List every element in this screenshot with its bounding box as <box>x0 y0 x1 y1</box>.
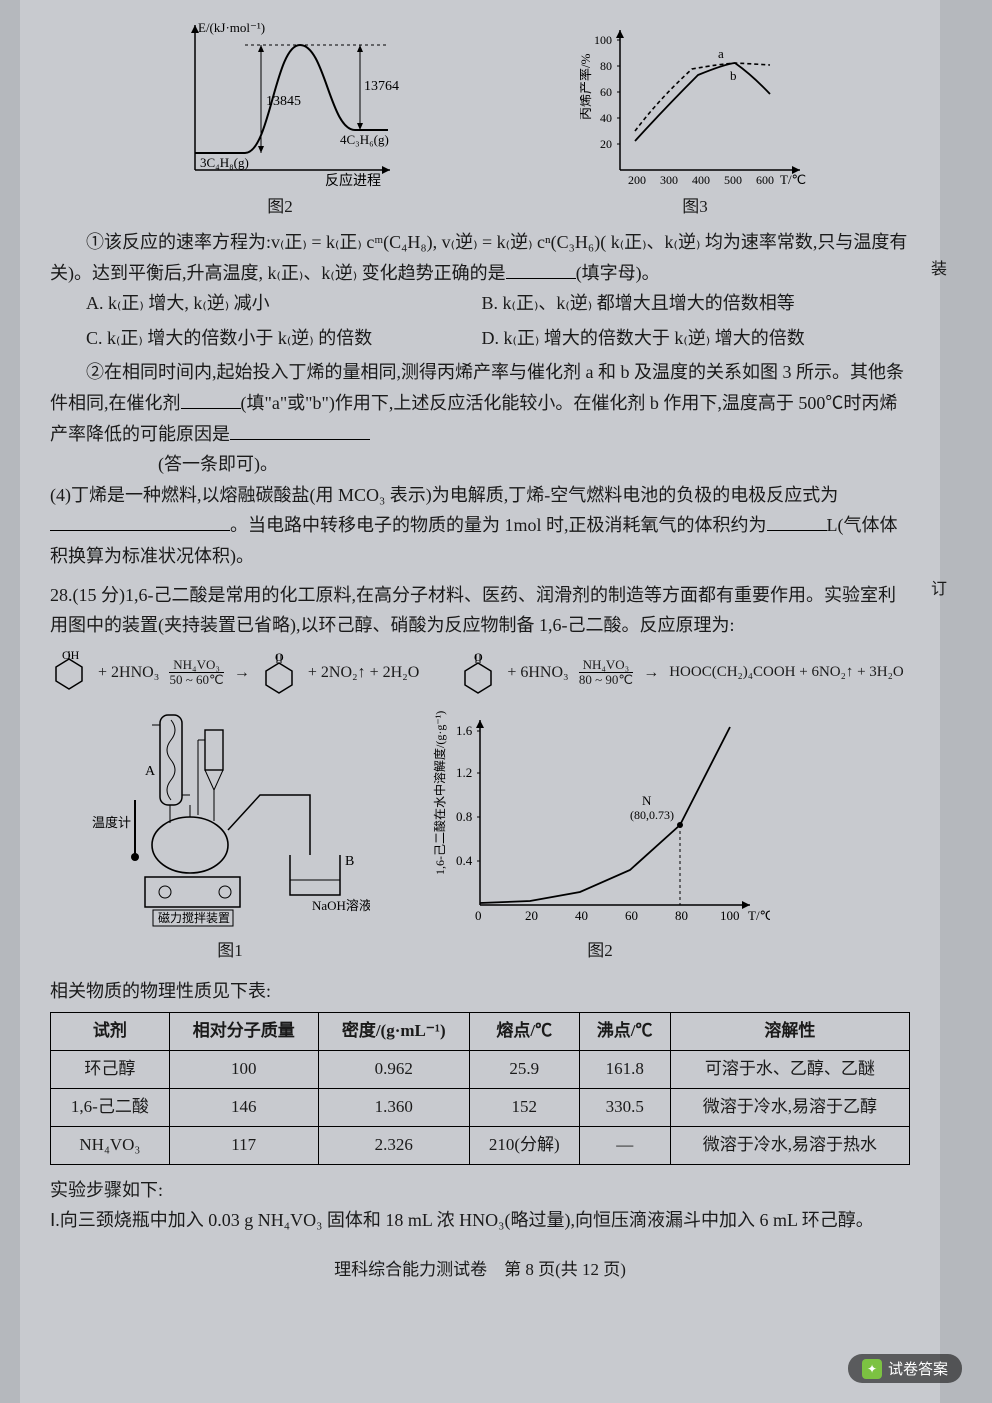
solubility-chart-svg: 0 20 40 60 80 100 0.4 0.8 1.2 1.6 T/℃ 1 <box>430 705 770 935</box>
svg-text:B: B <box>345 854 354 869</box>
figure-row-top: E/(kJ·mol⁻¹) 13845 13764 3C₄H₈(g) 4C₃H₆(… <box>50 20 910 217</box>
q28-header: 28.(15 分)1,6-己二酸是常用的化工原料,在高分子材料、医药、润滑剂的制… <box>50 580 910 641</box>
yield-chart-svg: 20 40 60 80 100 200 300 400 500 600 T/℃ … <box>580 20 810 190</box>
fig1-caption: 图1 <box>90 937 370 966</box>
svg-text:40: 40 <box>600 111 612 125</box>
x-ticks: 200 300 400 500 600 <box>628 173 774 187</box>
q4-text: (4)丁烯是一种燃料,以熔融碳酸盐(用 MCO₃ 表示)为电解质,丁烯-空气燃料… <box>50 480 910 572</box>
svg-text:O: O <box>275 651 284 664</box>
svg-text:1.6: 1.6 <box>456 723 473 738</box>
exam-page: E/(kJ·mol⁻¹) 13845 13764 3C₄H₈(g) 4C₃H₆(… <box>20 0 940 1403</box>
table-row: 环己醇1000.96225.9161.8可溶于水、乙醇、乙醚 <box>51 1051 910 1089</box>
wechat-icon: ✦ <box>862 1359 882 1379</box>
series-b <box>635 63 770 141</box>
y-axis-label: E/(kJ·mol⁻¹) <box>198 20 265 35</box>
svg-text:100: 100 <box>594 33 612 47</box>
table-title: 相关物质的物理性质见下表: <box>50 976 910 1007</box>
svg-text:20: 20 <box>525 908 538 923</box>
col-sol: 溶解性 <box>670 1013 909 1051</box>
col-mw: 相对分子质量 <box>169 1013 318 1051</box>
svg-text:0.4: 0.4 <box>456 853 473 868</box>
svg-text:100: 100 <box>720 908 740 923</box>
table-header-row: 试剂 相对分子质量 密度/(g·mL⁻¹) 熔点/℃ 沸点/℃ 溶解性 <box>51 1013 910 1051</box>
fig3-caption: 图3 <box>580 192 810 217</box>
fig2-caption: 图2 <box>160 192 400 217</box>
col-density: 密度/(g·mL⁻¹) <box>318 1013 469 1051</box>
wechat-watermark: ✦ 试卷答案 <box>848 1354 962 1383</box>
svg-text:400: 400 <box>692 173 710 187</box>
watermark-text: 试卷答案 <box>888 1358 948 1379</box>
option-B: B. k₍正₎、k₍逆₎ 都增大且增大的倍数相等 <box>482 288 878 319</box>
right-energy: 13764 <box>364 79 399 94</box>
apparatus-svg: 温度计 A B NaOH溶液 磁力搅拌装置 <box>90 705 370 935</box>
steps-header: 实验步骤如下: <box>50 1175 910 1206</box>
svg-text:80: 80 <box>675 908 688 923</box>
product-label: 4C₃H₆(g) <box>340 132 389 147</box>
svg-text:80: 80 <box>600 59 612 73</box>
reactant-label: 3C₄H₈(g) <box>200 155 249 170</box>
svg-text:(80,0.73): (80,0.73) <box>630 808 674 822</box>
binding-mark-top: 装 <box>924 260 948 276</box>
y-axis-label-3: 丙烯产率/% <box>580 53 593 120</box>
svg-text:40: 40 <box>575 908 588 923</box>
energy-diagram-svg: E/(kJ·mol⁻¹) 13845 13764 3C₄H₈(g) 4C₃H₆(… <box>160 20 400 190</box>
svg-text:300: 300 <box>660 173 678 187</box>
option-C: C. k₍正₎ 增大的倍数小于 k₍逆₎ 的倍数 <box>86 323 482 354</box>
svg-text:20: 20 <box>600 137 612 151</box>
left-energy: 13845 <box>266 94 301 109</box>
figure-1-apparatus: 温度计 A B NaOH溶液 磁力搅拌装置 图1 <box>90 705 370 966</box>
reaction-1: OH + 2HNO₃ NH₄VO₃ 50 ~ 60℃ → O + 2NO₂↑ +… <box>50 651 910 695</box>
svg-text:b: b <box>730 68 737 83</box>
x-axis-label: 反应进程 <box>325 172 381 189</box>
cyclohexanone-icon-2: O <box>459 651 497 695</box>
svg-text:T/℃: T/℃ <box>748 908 770 923</box>
svg-text:O: O <box>474 651 483 664</box>
svg-text:500: 500 <box>724 173 742 187</box>
figure-2-solubility: 0 20 40 60 80 100 0.4 0.8 1.2 1.6 T/℃ 1 <box>430 705 770 966</box>
svg-text:60: 60 <box>600 85 612 99</box>
svg-text:1.2: 1.2 <box>456 765 472 780</box>
binding-mark-bottom: 订 <box>924 580 948 596</box>
q1-options: A. k₍正₎ 增大, k₍逆₎ 减小 B. k₍正₎、k₍逆₎ 都增大且增大的… <box>86 288 910 357</box>
svg-text:温度计: 温度计 <box>92 815 131 830</box>
page-footer: 理科综合能力测试卷 第 8 页(共 12 页) <box>50 1256 910 1285</box>
step-1: Ⅰ.向三颈烧瓶中加入 0.03 g NH₄VO₃ 固体和 18 mL 浓 HNO… <box>50 1205 910 1236</box>
x-axis-label-3: T/℃ <box>780 172 806 187</box>
sol-xticks: 0 20 40 60 80 100 <box>475 908 740 923</box>
col-mp: 熔点/℃ <box>469 1013 579 1051</box>
table-row: 1,6-己二酸1461.360152330.5微溶于冷水,易溶于乙醇 <box>51 1088 910 1126</box>
svg-text:磁力搅拌装置: 磁力搅拌装置 <box>158 910 230 925</box>
svg-text:N: N <box>642 793 652 808</box>
figure-2: E/(kJ·mol⁻¹) 13845 13764 3C₄H₈(g) 4C₃H₆(… <box>160 20 400 217</box>
figure-3: 20 40 60 80 100 200 300 400 500 600 T/℃ … <box>580 20 810 217</box>
svg-text:a: a <box>718 46 724 61</box>
svg-text:1,6-己二酸在水中溶解度/(g·g⁻¹): 1,6-己二酸在水中溶解度/(g·g⁻¹) <box>432 710 447 874</box>
properties-table: 试剂 相对分子质量 密度/(g·mL⁻¹) 熔点/℃ 沸点/℃ 溶解性 环己醇1… <box>50 1012 910 1165</box>
q2-text: ②在相同时间内,起始投入丁烯的量相同,测得丙烯产率与催化剂 a 和 b 及温度的… <box>50 357 910 449</box>
q2-tail: (答一条即可)。 <box>50 449 910 480</box>
solubility-curve <box>480 727 730 903</box>
table-row: NH₄VO₃1172.326210(分解)—微溶于冷水,易溶于热水 <box>51 1126 910 1164</box>
svg-text:60: 60 <box>625 908 638 923</box>
svg-text:0.8: 0.8 <box>456 809 472 824</box>
sol-yticks: 0.4 0.8 1.2 1.6 <box>456 723 480 868</box>
apparatus-and-chart-row: 温度计 A B NaOH溶液 磁力搅拌装置 图1 0 20 <box>50 705 910 966</box>
option-D: D. k₍正₎ 增大的倍数大于 k₍逆₎ 增大的倍数 <box>482 323 878 354</box>
svg-text:200: 200 <box>628 173 646 187</box>
col-reagent: 试剂 <box>51 1013 170 1051</box>
svg-text:A: A <box>145 764 156 779</box>
svg-text:0: 0 <box>475 908 482 923</box>
cyclohexanone-icon: O <box>260 651 298 695</box>
svg-text:OH: OH <box>62 651 80 662</box>
question-block: ①该反应的速率方程为:v₍正₎ = k₍正₎ cᵐ(C₄H₈), v₍逆₎ = … <box>50 227 910 1285</box>
y-ticks: 20 40 60 80 100 <box>594 33 620 151</box>
sol-fig2-caption: 图2 <box>430 937 770 966</box>
col-bp: 沸点/℃ <box>579 1013 670 1051</box>
svg-text:NaOH溶液: NaOH溶液 <box>312 898 370 913</box>
option-A: A. k₍正₎ 增大, k₍逆₎ 减小 <box>86 288 482 319</box>
svg-text:600: 600 <box>756 173 774 187</box>
cyclohexanol-icon: OH <box>50 651 88 695</box>
q1-stem: ①该反应的速率方程为:v₍正₎ = k₍正₎ cᵐ(C₄H₈), v₍逆₎ = … <box>50 227 910 288</box>
